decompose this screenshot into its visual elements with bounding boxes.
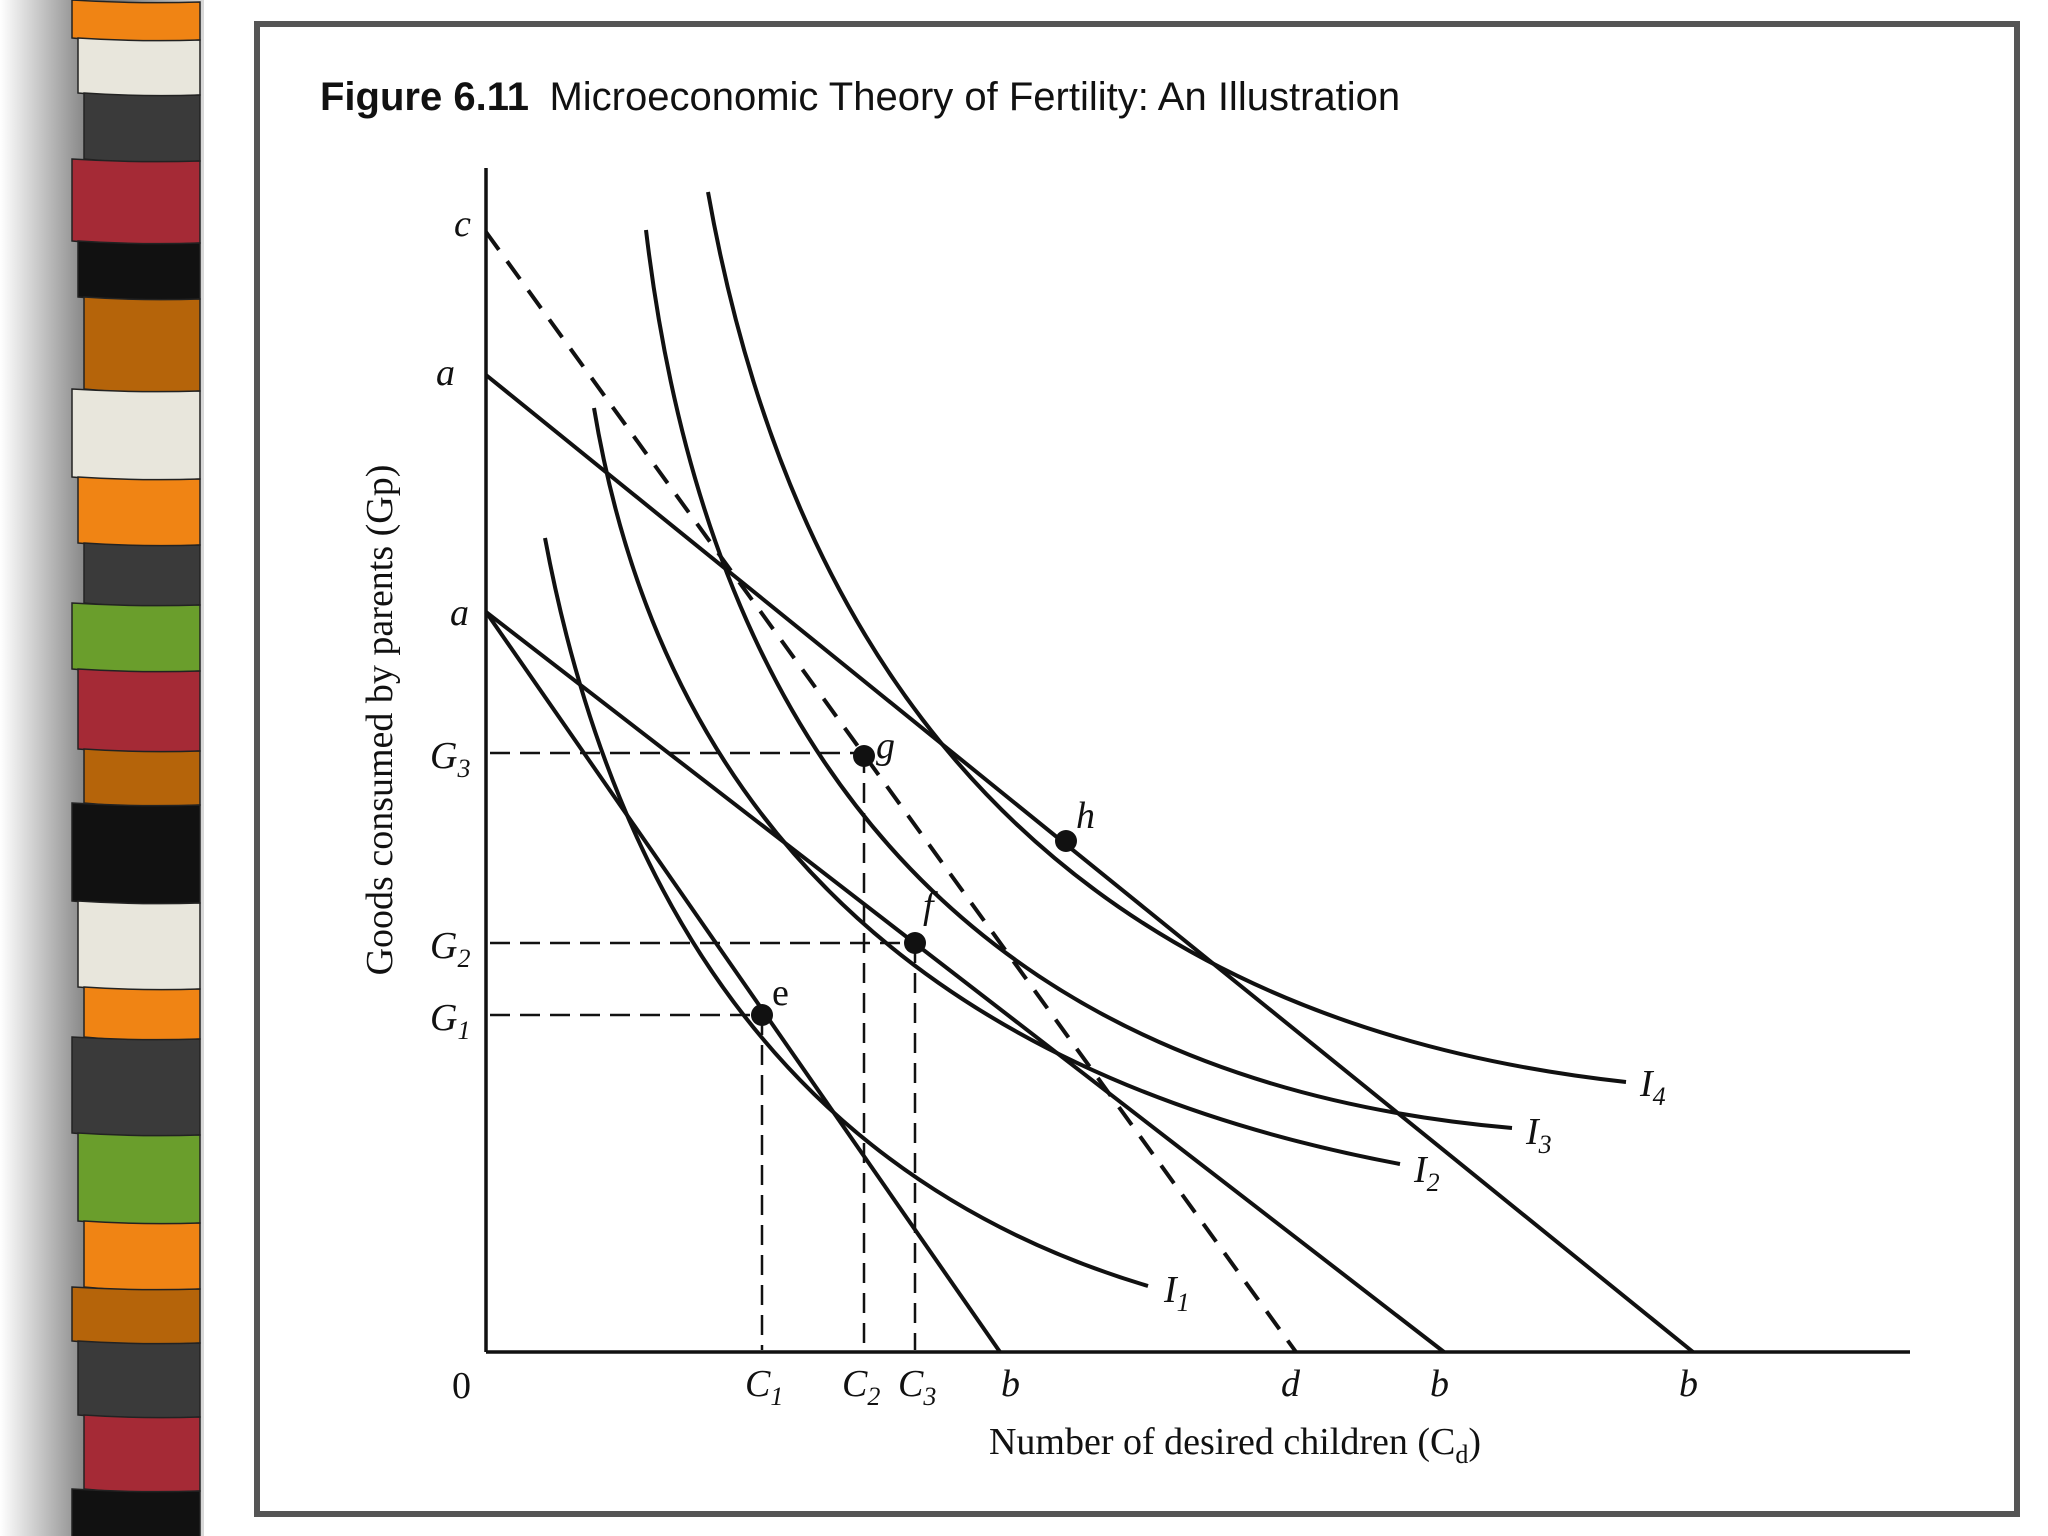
guide-g3-c2 [490,751,866,1350]
indifference-curve-i2 [592,407,1401,1166]
decorative-side-stripe [0,0,230,1536]
y-tick-a-upper: a [436,352,455,394]
indifference-curve-i4 [706,191,1627,1084]
x-axis-title: Number of desired children (Cd) [989,1421,1481,1469]
label-i2: I2 [1413,1149,1440,1197]
label-i3: I3 [1525,1111,1552,1159]
stripe-band [71,1488,201,1536]
y-axis-title: Goods consumed by parents (Gp) [359,465,401,976]
indifference-curve-i1 [543,537,1149,1288]
label-point-h: h [1076,795,1095,837]
y-tick-g2: G2 [430,925,470,973]
budget-line-cd [484,230,1298,1354]
point-f [904,932,926,954]
y-tick-g3: G3 [430,735,470,783]
x-tick-d: d [1281,1363,1301,1405]
x-tick-b1: b [1001,1363,1020,1405]
indifference-curve-i3 [644,229,1513,1130]
figure-frame [254,21,2020,1517]
guide-g1-c1 [490,1013,764,1350]
y-tick-a-lower: a [450,592,469,634]
label-i1: I1 [1163,1269,1190,1317]
label-point-g: g [876,725,895,767]
figure-title: Figure 6.11 Microeconomic Theory of Fert… [320,75,1400,119]
x-tick-c3: C3 [898,1363,936,1411]
budget-line-ab-inner [484,610,1002,1354]
y-tick-c: c [454,203,471,245]
y-tick-g1: G1 [430,997,470,1045]
point-h [1055,830,1077,852]
figure-number: Figure 6.11 [320,75,529,119]
label-point-e: e [772,972,789,1014]
origin-label: 0 [452,1365,471,1407]
budget-line-ab-middle [484,610,1446,1354]
x-tick-b3: b [1679,1363,1698,1405]
point-g [853,745,875,767]
figure-title-text: Microeconomic Theory of Fertility: An Il… [549,75,1400,119]
x-tick-c1: C1 [745,1363,783,1411]
x-tick-c2: C2 [842,1363,880,1411]
label-i4: I4 [1639,1063,1666,1111]
x-tick-b2: b [1430,1363,1449,1405]
budget-line-ab-outer [484,373,1695,1354]
point-e [751,1004,773,1026]
guide-g2-c3 [490,941,917,1350]
